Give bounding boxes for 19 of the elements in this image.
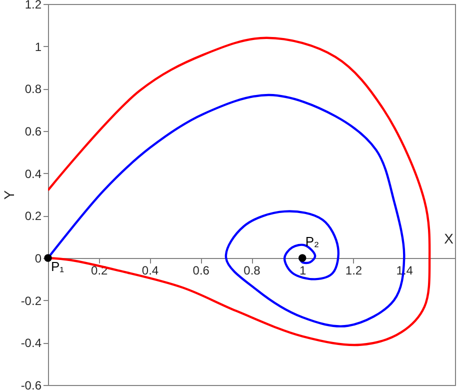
y-tick-label: 1.2 [24,0,42,12]
annotation: P₂ [305,234,320,249]
y-axis-title: Y [0,190,17,200]
x-tick-label: 0.8 [244,264,261,278]
x-tick-label: 0.6 [192,264,210,278]
y-tick-label: -0.6 [20,378,42,392]
y-tick-label: 0 [34,252,42,266]
y-tick-label: 0.6 [24,124,42,138]
y-tick-label: 0.8 [24,82,42,96]
y-tick-label: 1 [34,40,42,54]
y-tick-label: -0.4 [20,336,42,350]
x-tick-label: 1 [300,264,307,278]
y-tick-label: 0.4 [24,166,42,181]
x-tick-label: 1.2 [345,264,362,278]
x-axis-title: X [444,230,454,246]
annotation: P₁ [51,259,65,274]
y-tick-label: 0.2 [24,209,42,224]
x-tick-label: 0.4 [142,264,159,278]
y-tick-label: -0.2 [20,294,42,308]
